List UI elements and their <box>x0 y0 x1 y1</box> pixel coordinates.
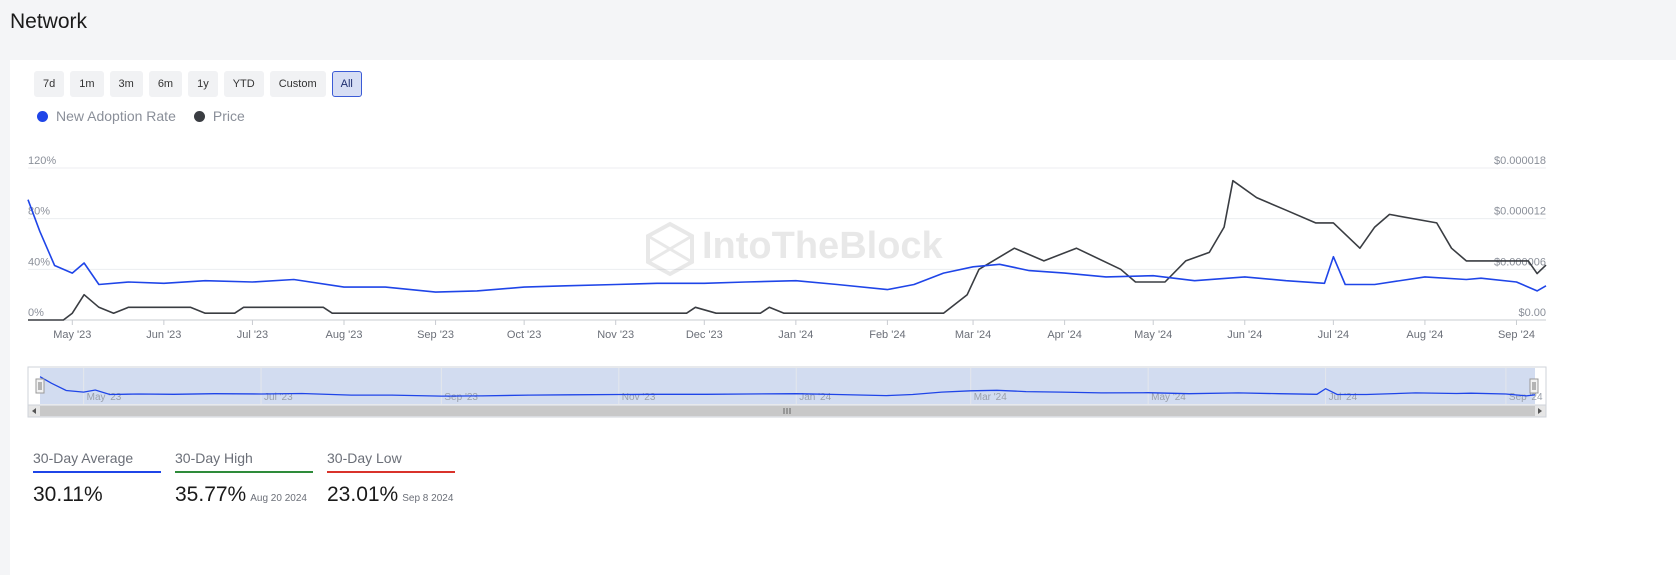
stat-date: Aug 20 2024 <box>250 493 307 504</box>
navigator-tick-label: Nov '23 <box>622 392 656 403</box>
stat-label: 30-Day Average <box>33 450 161 473</box>
series-line-price <box>28 179 1547 321</box>
legend-dot-icon <box>37 110 48 122</box>
network-chart-card: 7d 1m 3m 6m 1y YTD Custom All New Adopti… <box>10 60 1676 575</box>
x-tick-label: Jun '23 <box>146 329 181 341</box>
navigator-labels: May '23 Jul '23 Sep '23 Nov '23 Jan '24 Mar '… <box>87 392 1543 403</box>
legend-item-new-adoption-rate[interactable]: New Adoption Rate <box>37 108 176 124</box>
legend-item-price[interactable]: Price <box>193 108 245 124</box>
stat-30-day-high: 30-Day High 35.77% Aug 20 2024 <box>175 450 313 507</box>
legend-label: New Adoption Rate <box>56 108 176 124</box>
range-1m-button[interactable]: 1m <box>70 71 104 97</box>
navigator-tick-label: Jan '24 <box>799 392 831 403</box>
series-line-new-adoption-rate <box>27 199 1547 293</box>
stat-label: 30-Day High <box>175 450 313 473</box>
x-tick-label: Jun '24 <box>1227 329 1262 341</box>
line-chart: IntoTheBlock 120%80%40%0%$0.000018$0.000… <box>27 155 1547 418</box>
legend-label: Price <box>212 108 245 124</box>
x-tick-label: May '23 <box>53 329 91 341</box>
navigator[interactable]: May '23 Jul '23 Sep '23 Nov '23 Jan '24 Mar '… <box>27 366 1547 418</box>
range-1y-button[interactable]: 1y <box>188 71 218 97</box>
navigator-series <box>39 376 1536 397</box>
x-tick-label: May '24 <box>1134 329 1172 341</box>
navigator-tick-label: Sep '24 <box>1509 392 1543 403</box>
series-layer <box>27 179 1547 321</box>
y-right-tick-label: $0.000012 <box>1494 206 1546 218</box>
navigator-tick-label: Jul '24 <box>1329 392 1358 403</box>
x-tick-label: Sep '24 <box>1498 329 1535 341</box>
chart-legend: New Adoption Rate Price <box>37 108 245 124</box>
y-left-tick-label: 40% <box>28 256 50 268</box>
x-tick-label: Jul '23 <box>237 329 268 341</box>
x-tick-label: Aug '24 <box>1406 329 1443 341</box>
range-all-button[interactable]: All <box>331 71 362 97</box>
stat-value: 23.01% <box>327 483 399 506</box>
x-tick-label: Nov '23 <box>597 329 634 341</box>
time-range-selector: 7d 1m 3m 6m 1y YTD Custom All <box>34 71 362 97</box>
stat-value: 35.77% <box>175 483 247 506</box>
y-left-tick-label: 0% <box>28 307 44 319</box>
x-tick-label: Mar '24 <box>955 329 991 341</box>
navigator-tick-label: May '23 <box>87 392 122 403</box>
stat-label: 30-Day Low <box>327 450 455 473</box>
legend-dot-icon <box>193 110 205 122</box>
range-6m-button[interactable]: 6m <box>148 71 183 97</box>
navigator-right-handle[interactable] <box>1529 378 1539 394</box>
x-tick-label: Dec '23 <box>686 329 723 341</box>
x-tick-label: Feb '24 <box>869 329 905 341</box>
intotheblock-logo-icon <box>646 221 694 277</box>
x-tick-label: Oct '23 <box>507 329 542 341</box>
x-tick-label: Jan '24 <box>778 329 813 341</box>
x-tick-label: Aug '23 <box>326 329 363 341</box>
navigator-tick-label: Sep '23 <box>444 392 478 403</box>
stat-date: Sep 8 2024 <box>402 493 454 504</box>
scroll-left-arrow-icon[interactable] <box>32 408 36 414</box>
scrollbar-grip-icon <box>783 408 791 414</box>
range-ytd-button[interactable]: YTD <box>223 71 264 97</box>
navigator-tick-label: Jul '23 <box>264 392 293 403</box>
scroll-right-arrow-icon[interactable] <box>1538 408 1542 414</box>
range-custom-button[interactable]: Custom <box>269 71 326 97</box>
navigator-tick-label: Mar '24 <box>974 392 1007 403</box>
range-3m-button[interactable]: 3m <box>109 71 143 97</box>
x-tick-label: Sep '23 <box>417 329 454 341</box>
stat-30-day-average: 30-Day Average 30.11% <box>33 450 161 507</box>
navigator-left-handle[interactable] <box>35 378 45 394</box>
navigator-grid <box>83 368 1507 404</box>
y-right-tick-label: $0.000006 <box>1494 256 1546 268</box>
page-title: Network <box>10 10 88 33</box>
stat-30-day-low: 30-Day Low 23.01% Sep 8 2024 <box>327 450 455 507</box>
watermark: IntoTheBlock <box>646 221 944 277</box>
stat-value: 30.11% <box>33 483 103 506</box>
y-left-tick-label: 120% <box>28 155 56 167</box>
y-right-tick-label: $0.000018 <box>1494 155 1546 167</box>
stats-panel: 30-Day Average 30.11% 30-Day High 35.77%… <box>33 450 455 507</box>
x-tick-label: Jul '24 <box>1318 329 1349 341</box>
navigator-selection[interactable] <box>40 368 1535 404</box>
watermark-text: IntoTheBlock <box>702 225 944 267</box>
navigator-tick-label: May '24 <box>1151 392 1186 403</box>
y-right-tick-label: $0.00 <box>1518 307 1546 319</box>
grid-lines <box>28 167 1546 325</box>
range-7d-button[interactable]: 7d <box>34 71 65 97</box>
navigator-series-line <box>39 376 1536 397</box>
x-tick-label: Apr '24 <box>1047 329 1082 341</box>
